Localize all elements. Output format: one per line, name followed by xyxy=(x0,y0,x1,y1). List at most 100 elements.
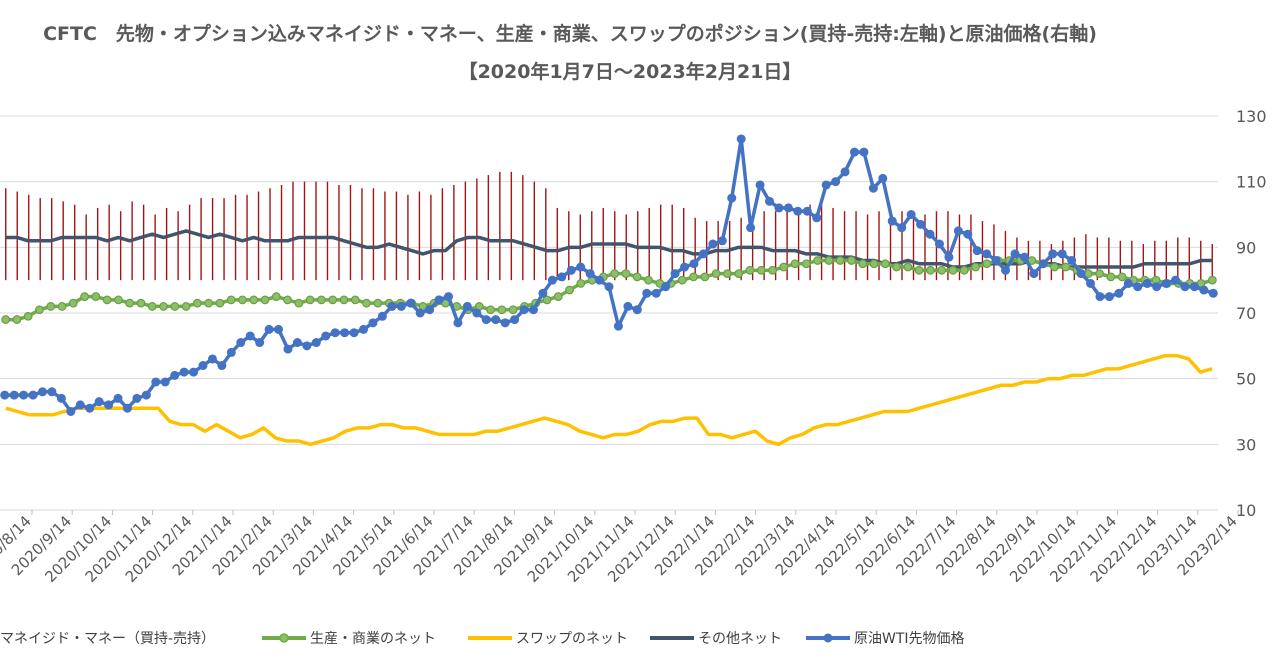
series-point xyxy=(847,256,856,265)
legend: マネイジド・マネー（買持-売持） 生産・商業のネット スワップのネット その他ネ… xyxy=(0,628,1280,652)
series-point xyxy=(604,282,614,292)
series-point xyxy=(508,305,518,315)
series-point xyxy=(104,400,114,410)
series-point xyxy=(835,256,845,265)
series-point xyxy=(661,282,671,292)
series-point xyxy=(141,390,151,400)
series-point xyxy=(542,295,552,305)
series-point xyxy=(1208,288,1218,298)
series-point xyxy=(576,262,586,272)
series-point xyxy=(136,298,146,308)
series-point xyxy=(812,213,822,223)
series-point xyxy=(897,223,907,233)
series-point xyxy=(373,298,383,308)
series-point xyxy=(1171,275,1181,285)
series-point xyxy=(226,347,236,357)
legend-label-other: その他ネット xyxy=(698,631,782,647)
series-point xyxy=(91,292,101,301)
legend-swatch-producer xyxy=(262,633,306,643)
series-point xyxy=(849,147,859,157)
series-point xyxy=(982,249,992,259)
series-point xyxy=(926,265,935,275)
chart-area: 10 30 50 70 90 110 130 2020/8/142020/9/142020/… xyxy=(0,107,1267,586)
series-point xyxy=(207,354,217,364)
series-point xyxy=(576,279,586,288)
series-point xyxy=(1142,278,1152,288)
series-point xyxy=(677,275,687,285)
series-point xyxy=(283,295,292,305)
series-point xyxy=(765,196,775,206)
legend-label-wti: 原油WTI先物価格 xyxy=(854,631,965,647)
series-point xyxy=(425,305,435,315)
legend-swatch-wti xyxy=(806,633,850,643)
series-point xyxy=(736,134,746,144)
series-point xyxy=(1095,292,1105,302)
legend-swatch-other xyxy=(650,636,694,640)
series-point xyxy=(192,298,202,308)
legend-item-swap: スワップのネット xyxy=(468,628,628,648)
series-point xyxy=(245,331,255,341)
legend-label-producer: 生産・商業のネット xyxy=(310,631,436,647)
series-point xyxy=(700,272,710,282)
series-point xyxy=(147,302,157,311)
series-point xyxy=(916,219,926,229)
series-point xyxy=(85,403,95,413)
series-point xyxy=(1180,282,1190,292)
series-point xyxy=(305,295,315,305)
series-point xyxy=(651,288,661,298)
series-point xyxy=(94,397,104,407)
series-point xyxy=(934,239,944,249)
series-point xyxy=(359,324,369,334)
series-point xyxy=(9,390,19,400)
y-tick-label: 30 xyxy=(1236,435,1256,454)
series-point xyxy=(953,226,963,236)
series-point xyxy=(497,305,507,315)
series-point xyxy=(670,269,680,279)
series-point xyxy=(302,341,312,351)
y-tick-label: 90 xyxy=(1236,238,1256,257)
series-point xyxy=(906,210,916,219)
series-point xyxy=(387,301,397,311)
series-point xyxy=(377,311,387,321)
series-point xyxy=(774,203,784,213)
series-point xyxy=(982,259,992,269)
series-point xyxy=(698,249,708,259)
series-point xyxy=(717,236,727,246)
series-point xyxy=(510,315,520,325)
series-point xyxy=(937,265,947,275)
series-point xyxy=(462,301,472,311)
series-point xyxy=(35,305,44,315)
series-point xyxy=(566,265,576,275)
series-point xyxy=(689,259,699,269)
series-point xyxy=(102,295,112,305)
series-point xyxy=(1123,278,1133,288)
series-point xyxy=(292,338,302,348)
series-point xyxy=(783,203,793,213)
series-point xyxy=(160,377,170,387)
series-point xyxy=(434,295,444,305)
series-point xyxy=(1189,282,1199,292)
series-point xyxy=(340,328,350,338)
series-point xyxy=(1010,249,1020,259)
series-point xyxy=(1199,285,1209,295)
series-point xyxy=(1095,269,1104,279)
series-point xyxy=(801,259,811,269)
series-point xyxy=(959,265,969,275)
series-point xyxy=(215,298,225,308)
legend-item-producer: 生産・商業のネット xyxy=(262,628,436,648)
series-point xyxy=(644,275,653,285)
series-point xyxy=(925,229,935,239)
series-point xyxy=(610,269,620,279)
series-point xyxy=(125,298,135,308)
series-point xyxy=(1161,278,1171,288)
series-point xyxy=(122,403,132,413)
series-point xyxy=(880,259,890,269)
series-point xyxy=(1038,259,1048,269)
series-point xyxy=(472,308,482,318)
series-point xyxy=(47,387,57,397)
series-point xyxy=(181,302,191,311)
chart-title-line2: 【2020年1月7日～2023年2月21日】 xyxy=(458,61,802,83)
legend-label-swap: スワップのネット xyxy=(516,631,628,647)
legend-item-wti: 原油WTI先物価格 xyxy=(806,628,965,648)
series-point xyxy=(339,295,349,305)
